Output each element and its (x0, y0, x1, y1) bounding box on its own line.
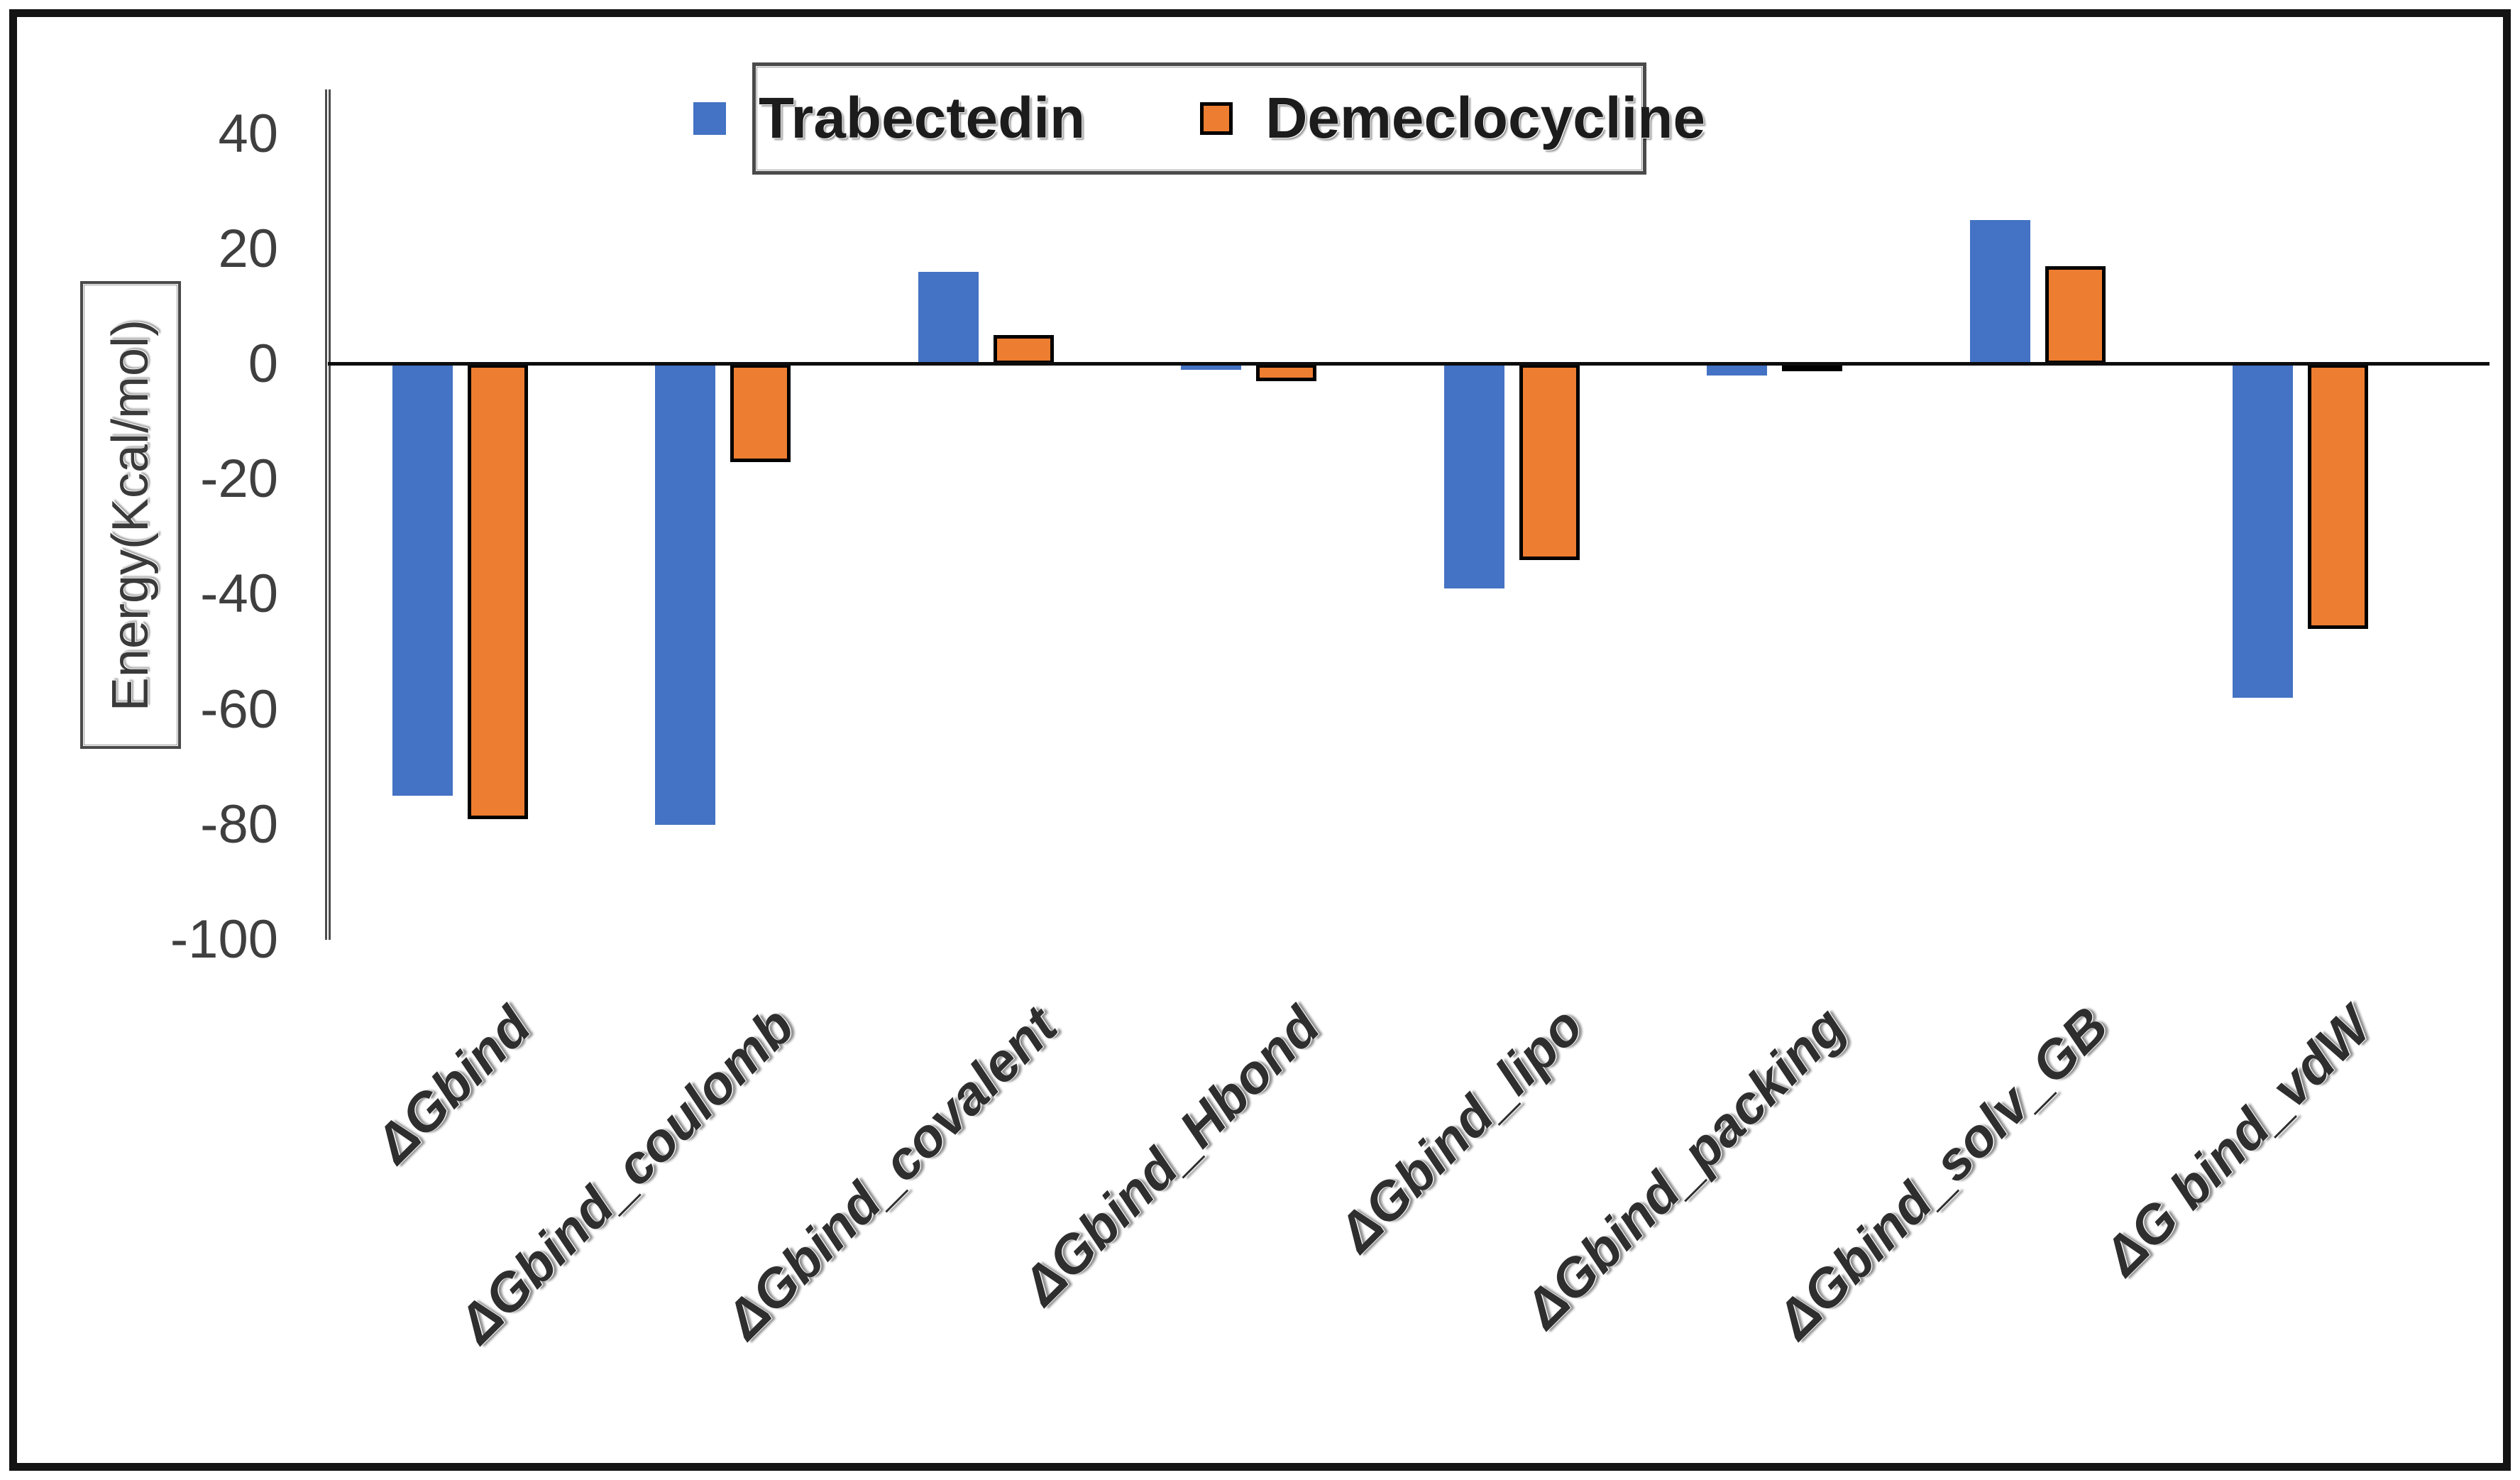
bar-demeclocycline-3 (1256, 364, 1317, 382)
bar-trabectedin-2 (918, 272, 979, 364)
bar-trabectedin-6 (1969, 220, 2030, 364)
bar-demeclocycline-5 (1782, 364, 1843, 371)
legend-swatch-trabectedin (693, 102, 726, 135)
bar-demeclocycline-7 (2308, 364, 2368, 630)
bar-trabectedin-4 (1443, 364, 1504, 589)
bar-demeclocycline-6 (2045, 266, 2106, 364)
bar-demeclocycline-4 (1519, 364, 1580, 560)
y-tick-label-0: 0 (248, 334, 278, 394)
bar-demeclocycline-2 (993, 335, 1054, 364)
legend-label-trabectedin: Trabectedin (758, 86, 1086, 150)
bar-trabectedin-0 (392, 364, 453, 796)
bar-trabectedin-7 (2233, 364, 2293, 698)
y-tick-label--40: -40 (200, 564, 278, 625)
bar-trabectedin-5 (1707, 364, 1768, 376)
y-tick-label--100: -100 (170, 909, 278, 970)
y-tick-label-40: 40 (218, 103, 278, 164)
y-tick-label--20: -20 (200, 449, 278, 510)
y-axis-title-box: Energy(Kcal/mol) (80, 281, 181, 749)
legend: Trabectedin Demeclocycline (693, 62, 1705, 175)
y-axis-line (325, 89, 331, 940)
y-tick-label--60: -60 (200, 679, 278, 740)
legend-label-demeclocycline: Demeclocycline (1265, 86, 1706, 150)
bar-trabectedin-1 (655, 364, 716, 825)
bar-trabectedin-3 (1181, 364, 1242, 371)
bar-demeclocycline-0 (468, 364, 528, 819)
legend-swatch-demeclocycline (1200, 102, 1233, 135)
zero-axis-line (328, 362, 2489, 366)
y-tick-label-20: 20 (218, 218, 278, 279)
y-tick-label--80: -80 (200, 794, 278, 855)
bar-demeclocycline-1 (730, 364, 791, 462)
